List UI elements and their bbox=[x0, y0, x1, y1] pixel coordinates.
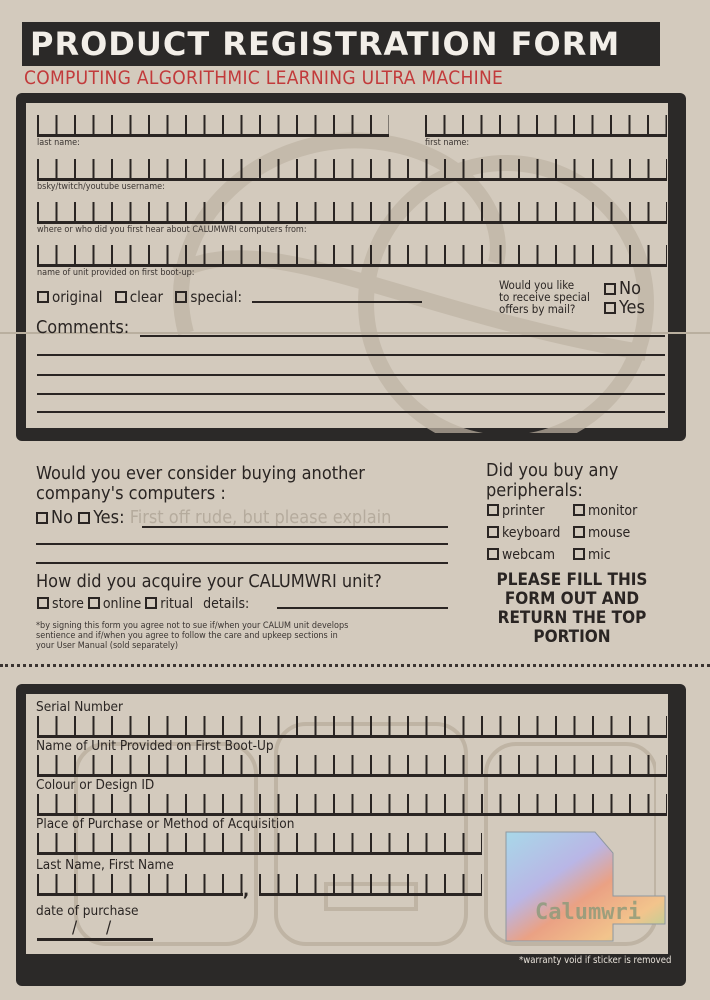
serial-label: Serial Number bbox=[36, 699, 124, 715]
explain-line[interactable] bbox=[36, 562, 448, 564]
checkbox-special[interactable]: special: bbox=[175, 288, 242, 306]
username-comb[interactable] bbox=[37, 159, 667, 181]
other-no-checkbox[interactable]: No bbox=[36, 507, 73, 528]
comment-line[interactable] bbox=[140, 335, 665, 337]
heard-from-comb[interactable] bbox=[37, 202, 667, 224]
acquire-question: How did you acquire your CALUMWRI unit? bbox=[36, 571, 382, 592]
last-name-label: last name: bbox=[37, 138, 80, 148]
acquire-online-checkbox[interactable]: online bbox=[87, 596, 141, 612]
colour-comb[interactable] bbox=[37, 794, 667, 816]
date-slash: / bbox=[106, 918, 112, 938]
unit-name-comb[interactable] bbox=[37, 245, 667, 267]
serial-comb[interactable] bbox=[37, 716, 667, 738]
form-subtitle: COMPUTING ALGORITHMIC LEARNING ULTRA MAC… bbox=[24, 67, 504, 89]
checkbox-original[interactable]: original bbox=[37, 288, 102, 306]
mail-no-checkbox[interactable]: No bbox=[604, 279, 645, 298]
heard-from-label: where or who did you first hear about CA… bbox=[37, 225, 307, 235]
bottom-unit-name-label: Name of Unit Provided on First Boot-Up bbox=[36, 738, 274, 754]
return-note: PLEASE FILL THIS FORM OUT AND RETURN THE T… bbox=[496, 570, 648, 647]
comment-line[interactable] bbox=[37, 393, 665, 395]
peripheral-webcam[interactable]: webcam bbox=[487, 547, 573, 563]
peripheral-printer[interactable]: printer bbox=[487, 503, 573, 519]
name-label: Last Name, First Name bbox=[36, 857, 174, 873]
mail-question: Would you like to receive special offers b… bbox=[499, 278, 590, 316]
colour-label: Colour or Design ID bbox=[36, 777, 155, 793]
name-comma: , bbox=[243, 880, 250, 901]
first-name-label: first name: bbox=[425, 138, 470, 148]
disclaimer: *by signing this form you agree not to s… bbox=[36, 621, 349, 651]
tear-line bbox=[0, 664, 710, 667]
date-slash: / bbox=[72, 918, 78, 938]
date-label: date of purchase bbox=[36, 903, 139, 919]
unit-name-label: name of unit provided on first boot-up: bbox=[37, 268, 195, 278]
special-input-line[interactable] bbox=[252, 301, 422, 303]
peripheral-mouse[interactable]: mouse bbox=[573, 525, 657, 541]
bottom-first-name-comb[interactable] bbox=[259, 874, 482, 896]
details-line[interactable] bbox=[277, 607, 448, 609]
other-yes-checkbox[interactable]: Yes: bbox=[78, 507, 125, 528]
comment-line[interactable] bbox=[37, 354, 665, 356]
comment-line[interactable] bbox=[37, 411, 665, 413]
warranty-sticker-icon: Calumwri bbox=[505, 831, 666, 942]
details-label: details: bbox=[203, 596, 250, 612]
date-line[interactable] bbox=[37, 938, 153, 941]
username-label: bsky/twitch/youtube username: bbox=[37, 182, 165, 192]
form-title: PRODUCT REGISTRATION FORM bbox=[22, 22, 660, 66]
acquire-store-checkbox[interactable]: store bbox=[37, 596, 84, 612]
comment-line[interactable] bbox=[37, 374, 665, 376]
peripheral-keyboard[interactable]: keyboard bbox=[487, 525, 573, 541]
explain-line[interactable] bbox=[142, 526, 448, 528]
mail-yes-checkbox[interactable]: Yes bbox=[604, 298, 645, 317]
explain-placeholder[interactable]: First off rude, but please explain bbox=[129, 507, 392, 528]
bottom-unit-name-comb[interactable] bbox=[37, 755, 667, 777]
bottom-last-name-comb[interactable] bbox=[37, 874, 243, 896]
peripheral-mic[interactable]: mic bbox=[573, 547, 657, 563]
place-comb[interactable] bbox=[37, 833, 482, 855]
explain-line[interactable] bbox=[36, 543, 448, 545]
first-name-comb[interactable] bbox=[425, 115, 667, 137]
acquire-ritual-checkbox[interactable]: ritual bbox=[145, 596, 193, 612]
last-name-comb[interactable] bbox=[37, 115, 389, 137]
comments-label: Comments: bbox=[36, 317, 130, 338]
other-company-question: Would you ever consider buying another co… bbox=[36, 463, 365, 504]
warranty-note: *warranty void if sticker is removed bbox=[519, 955, 672, 966]
svg-text:Calumwri: Calumwri bbox=[535, 900, 641, 925]
peripheral-monitor[interactable]: monitor bbox=[573, 503, 657, 519]
peripherals-question: Did you buy any peripherals: bbox=[486, 460, 619, 501]
checkbox-clear[interactable]: clear bbox=[114, 288, 163, 306]
fold-line bbox=[0, 332, 710, 334]
place-label: Place of Purchase or Method of Acquisiti… bbox=[36, 816, 295, 832]
